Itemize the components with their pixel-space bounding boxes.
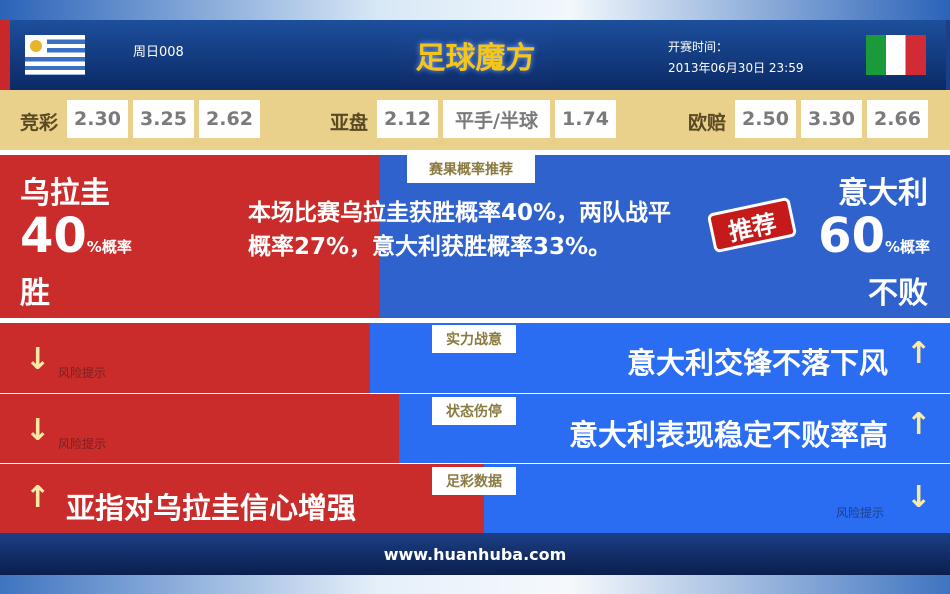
odds-value: 2.50 <box>735 100 796 138</box>
away-probability: 60 %概率 <box>818 208 930 264</box>
away-result: 不败 <box>868 276 928 311</box>
row-right-text: 意大利交锋不落下风 <box>626 346 888 380</box>
bottom-band <box>0 575 950 594</box>
jingcai-label: 竞彩 <box>20 112 59 134</box>
oupei-label: 欧赔 <box>688 112 727 134</box>
away-team: 意大利 <box>838 176 928 211</box>
home-result: 胜 <box>20 276 50 311</box>
home-team: 乌拉圭 <box>20 176 110 211</box>
odds-value: 平手/半球 <box>443 100 550 138</box>
odds-value: 2.30 <box>67 100 128 138</box>
top-band <box>0 0 950 20</box>
kickoff-label: 开赛时间： <box>668 40 729 54</box>
home-pct: 40 <box>20 208 87 264</box>
home-probability: 40 %概率 <box>20 208 132 264</box>
row-label: 状态伤停 <box>432 397 516 425</box>
row-right-text: 意大利表现稳定不败率高 <box>568 418 888 452</box>
home-panel <box>0 155 380 318</box>
row-left-text: 亚指对乌拉圭信心增强 <box>66 491 357 525</box>
row-label: 足彩数据 <box>432 467 516 495</box>
arrow-down-icon: ↓ <box>25 413 51 448</box>
match-number: 周日008 <box>133 45 184 60</box>
pct-suffix: %概率 <box>884 238 930 256</box>
away-pct: 60 <box>818 208 885 264</box>
uruguay-flag-icon <box>25 35 85 75</box>
prediction-summary: 本场比赛乌拉圭获胜概率40%，两队战平概率27%，意大利获胜概率33%。 <box>248 200 672 260</box>
arrow-up-icon: ↑ <box>25 480 51 515</box>
risk-hint: 风险提示 <box>836 506 885 520</box>
kickoff-time: 2013年06月30日 23:59 <box>668 61 804 75</box>
section-label: 赛果概率推荐 <box>407 155 535 183</box>
odds-value: 2.66 <box>867 100 928 138</box>
row-left-bar <box>0 464 484 533</box>
odds-value: 3.25 <box>133 100 194 138</box>
row-label: 实力战意 <box>432 325 516 353</box>
pct-suffix: %概率 <box>86 238 132 256</box>
odds-value: 1.74 <box>555 100 616 138</box>
yapan-label: 亚盘 <box>330 112 369 134</box>
odds-value: 2.12 <box>377 100 438 138</box>
arrow-down-icon: ↓ <box>906 480 932 515</box>
row-right-bar <box>484 464 950 533</box>
row-left-bar <box>0 323 370 393</box>
arrow-up-icon: ↑ <box>906 407 932 442</box>
odds-value: 2.62 <box>199 100 260 138</box>
logo: 足球魔方 <box>398 20 553 90</box>
footer-url: www.huanhuba.com <box>0 533 950 575</box>
italy-flag-icon <box>866 35 926 75</box>
arrow-up-icon: ↑ <box>906 336 932 371</box>
risk-hint: 风险提示 <box>58 437 107 451</box>
risk-hint: 风险提示 <box>58 366 107 380</box>
odds-value: 3.30 <box>801 100 862 138</box>
row-left-bar <box>0 394 399 463</box>
arrow-down-icon: ↓ <box>25 342 51 377</box>
